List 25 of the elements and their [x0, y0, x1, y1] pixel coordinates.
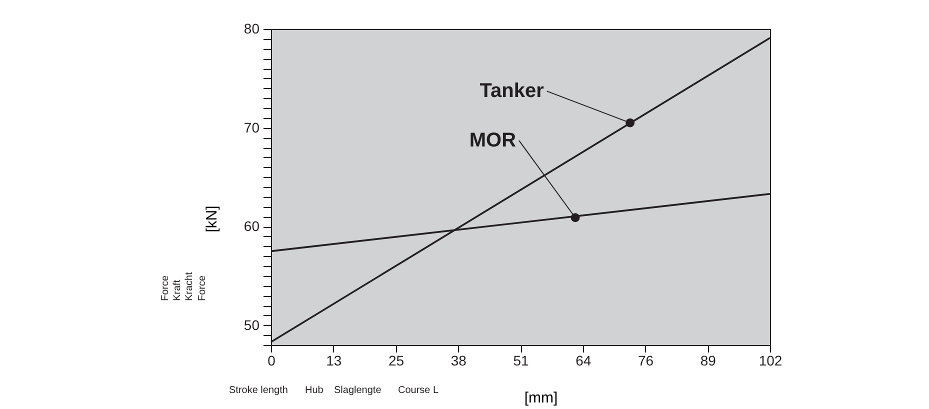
text: Kracht	[184, 272, 195, 301]
text: Force	[160, 275, 171, 301]
annotation: MOR	[469, 130, 517, 152]
y-tick-label: 60	[244, 218, 260, 234]
x-tick-label: 13	[326, 352, 342, 368]
x-tick-label: 76	[638, 352, 654, 368]
y-tick-label: 80	[244, 20, 260, 36]
y-axis-title: [kN]	[204, 206, 220, 232]
text: Force	[197, 275, 208, 301]
text: Hub	[305, 385, 324, 396]
x-axis-title: [mm]	[524, 390, 558, 406]
text: Stroke length	[229, 385, 288, 396]
x-tick-label: 25	[388, 352, 404, 368]
x-tick-label: 0	[268, 352, 276, 368]
text: Kraft	[172, 280, 183, 301]
y-tick-label: 70	[244, 119, 260, 136]
y-tick-label: 50	[244, 316, 260, 333]
x-tick-label: 102	[758, 352, 782, 368]
annotation: Tanker	[480, 80, 544, 102]
x-tick-label: 38	[450, 352, 467, 368]
x-tick-label: 51	[513, 352, 529, 368]
x-tick-label: 64	[576, 352, 592, 368]
text: Slaglengte	[334, 385, 382, 396]
x-tick-label: 89	[700, 352, 716, 368]
text: Course L	[398, 385, 440, 396]
